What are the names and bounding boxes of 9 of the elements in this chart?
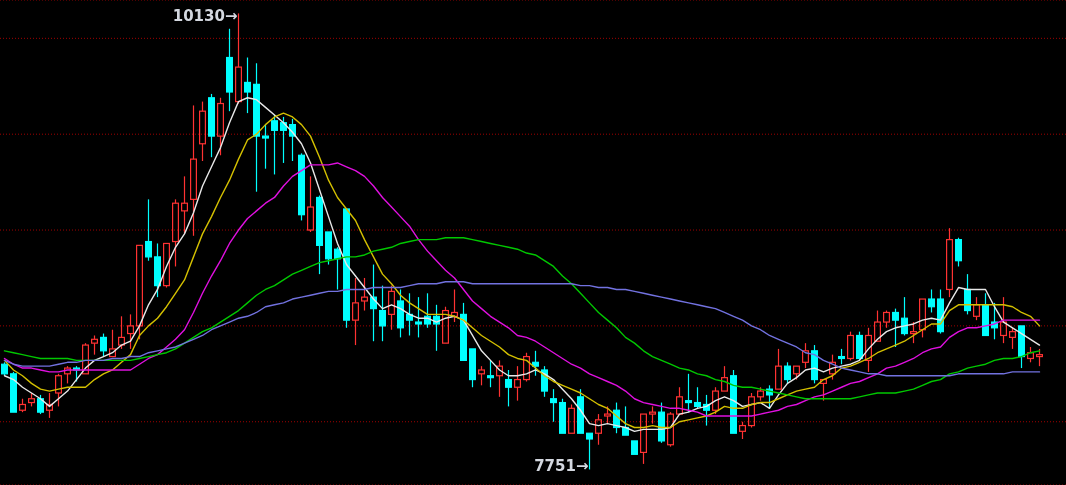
candlestick — [370, 263, 377, 342]
candlestick — [253, 62, 260, 193]
candlestick — [244, 56, 251, 114]
annotation: 7751→ — [534, 457, 589, 476]
annotation: 10130→ — [172, 7, 238, 26]
candlestick — [352, 277, 359, 346]
candlestick — [181, 175, 188, 235]
candlestick — [190, 104, 197, 237]
candlestick — [226, 28, 233, 112]
